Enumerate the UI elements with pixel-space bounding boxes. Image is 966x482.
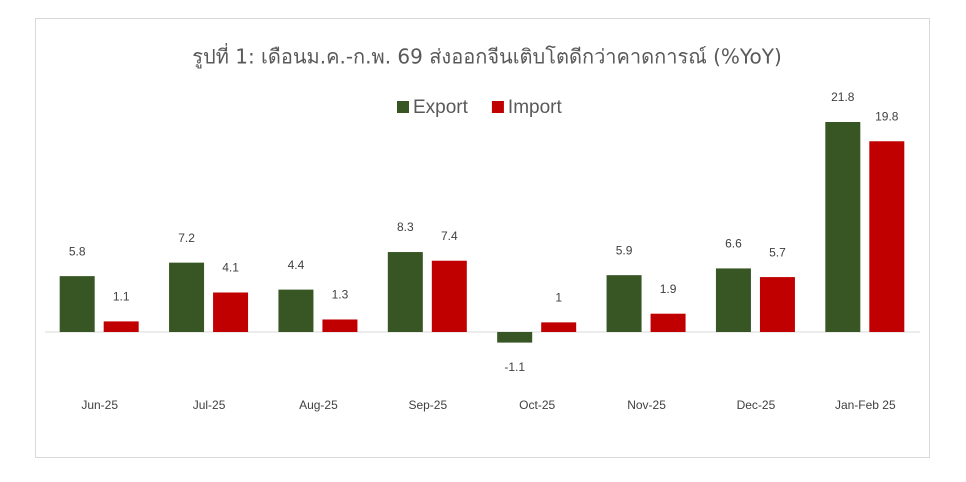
- value-label: 7.4: [441, 229, 458, 243]
- legend-swatch: [397, 101, 409, 113]
- bar: [322, 319, 358, 332]
- bar: [431, 260, 467, 332]
- bar: [387, 252, 423, 332]
- bar: [825, 122, 861, 332]
- value-label: 6.6: [725, 237, 742, 251]
- x-tick-label: Jul-25: [193, 398, 226, 412]
- legend-label: Export: [413, 97, 469, 118]
- value-label: 1.1: [113, 290, 130, 304]
- x-tick-label: Aug-25: [299, 398, 338, 412]
- bar: [169, 262, 205, 332]
- value-label: -1.1: [504, 360, 525, 374]
- x-tick-label: Sep-25: [408, 398, 447, 412]
- bar: [59, 276, 95, 332]
- value-label: 4.4: [288, 258, 305, 272]
- value-label: 19.8: [875, 109, 899, 123]
- chart-frame: [35, 18, 930, 458]
- x-tick-label: Oct-25: [519, 398, 555, 412]
- x-tick-label: Dec-25: [737, 398, 776, 412]
- legend-label: Import: [508, 97, 563, 118]
- value-label: 21.8: [831, 90, 855, 104]
- value-label: 5.7: [769, 245, 786, 259]
- bar: [869, 141, 905, 332]
- bar: [541, 322, 577, 332]
- bar: [103, 321, 139, 332]
- bar: [278, 289, 314, 332]
- value-label: 1: [555, 291, 562, 305]
- bar: [759, 277, 795, 332]
- value-label: 8.3: [397, 220, 414, 234]
- value-label: 5.8: [69, 244, 86, 258]
- chart-title: รูปที่ 1: เดือนม.ค.-ก.พ. 69 ส่งออกจีนเติ…: [192, 43, 782, 70]
- value-label: 7.2: [178, 231, 195, 245]
- bar: [606, 275, 642, 332]
- bar: [715, 268, 751, 332]
- legend-swatch: [491, 101, 504, 113]
- bar: [497, 332, 533, 343]
- value-label: 1.9: [660, 282, 677, 296]
- value-label: 4.1: [222, 261, 239, 275]
- bar: [650, 313, 686, 332]
- bar: [213, 292, 249, 332]
- x-tick-label: Jun-25: [81, 398, 118, 412]
- x-tick-label: Jan-Feb 25: [835, 398, 896, 412]
- value-label: 1.3: [332, 288, 349, 302]
- x-tick-label: Nov-25: [627, 398, 666, 412]
- value-label: 5.9: [616, 243, 633, 257]
